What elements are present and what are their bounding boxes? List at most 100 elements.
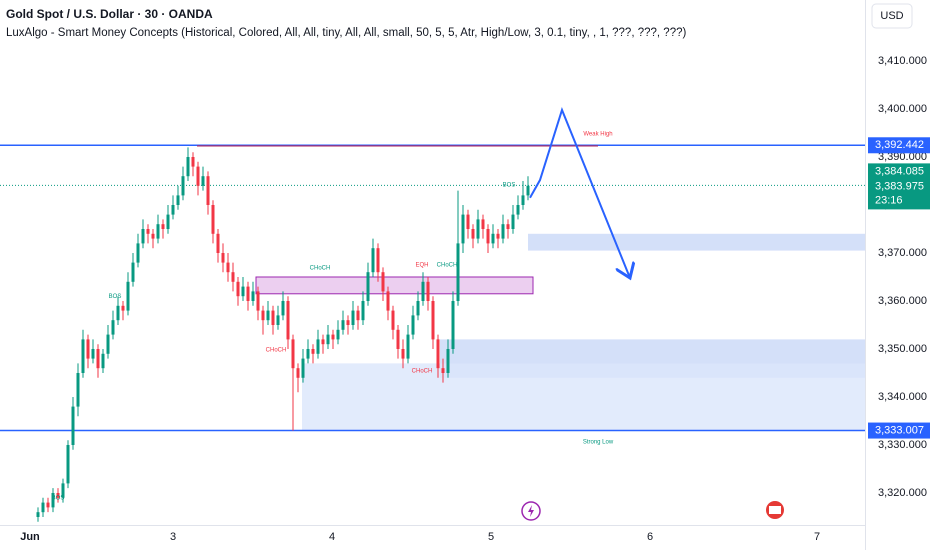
- candle-body: [396, 329, 400, 349]
- zone: [255, 276, 534, 295]
- candle-body: [436, 339, 440, 369]
- candle-body: [386, 291, 390, 311]
- event-icon-bolt: [528, 505, 534, 517]
- candle-body: [91, 348, 95, 359]
- candle-body: [346, 320, 350, 325]
- y-tick-label: 3,340.000: [878, 391, 927, 403]
- candle-body: [246, 286, 250, 301]
- currency-button[interactable]: [871, 3, 913, 29]
- candle-body: [326, 334, 330, 345]
- annotation: BOS: [109, 294, 122, 300]
- candle-body: [71, 406, 75, 445]
- annotation: BOS: [503, 182, 516, 188]
- candle-body: [391, 310, 395, 330]
- candle-body: [486, 228, 490, 244]
- candle-body: [136, 243, 140, 263]
- candle-body: [151, 233, 155, 239]
- candle-body: [51, 492, 55, 508]
- candle-body: [176, 195, 180, 205]
- candle-body: [276, 315, 280, 325]
- candle-body: [366, 272, 370, 301]
- chart-title: Gold Spot / U.S. Dollar · 30 · OANDA: [6, 7, 213, 21]
- candle-body: [206, 176, 210, 205]
- candle-body: [421, 281, 425, 301]
- y-tick-label: 3,390.000: [878, 151, 927, 163]
- annotation: Strong Low: [583, 440, 614, 446]
- annotation: CHoCH: [266, 348, 287, 354]
- candle-body: [226, 262, 230, 273]
- candle-body: [351, 310, 355, 325]
- y-tick-label: 3,370.000: [878, 247, 927, 259]
- candle-body: [251, 291, 255, 301]
- candle-body: [76, 372, 80, 407]
- candle-body: [376, 248, 380, 273]
- candle-body: [306, 348, 310, 359]
- candle-body: [36, 512, 40, 517]
- candle-body: [126, 281, 130, 311]
- zone: [528, 233, 865, 251]
- candle-body: [146, 228, 150, 234]
- annotation: CHoCH: [310, 265, 331, 271]
- candle-body: [46, 502, 50, 508]
- candle-body: [381, 272, 385, 292]
- x-tick-label: 5: [488, 531, 494, 543]
- candle-body: [416, 300, 420, 316]
- candle-body: [191, 157, 195, 167]
- candle-body: [501, 224, 505, 239]
- level-label: 3,333.007: [875, 424, 924, 436]
- candle-body: [431, 300, 435, 340]
- candle-body: [236, 281, 240, 297]
- candle-body: [106, 334, 110, 354]
- candle-body: [451, 300, 455, 349]
- candle-body: [196, 166, 200, 186]
- candle-body: [156, 224, 160, 239]
- candle-body: [336, 329, 340, 340]
- candle-body: [281, 300, 285, 316]
- candle-body: [356, 310, 360, 321]
- candle-body: [66, 444, 70, 484]
- candle-body: [101, 353, 105, 369]
- candle-body: [201, 176, 205, 186]
- candle-body: [61, 483, 65, 498]
- candle-body: [211, 204, 215, 234]
- annotation: EQH: [415, 263, 428, 269]
- candle-body: [166, 214, 170, 229]
- last-price-box: [868, 163, 930, 210]
- y-tick-label: 3,400.000: [878, 103, 927, 115]
- projection-path: [529, 107, 630, 278]
- candle-body: [506, 224, 510, 229]
- candle-body: [286, 300, 290, 340]
- candle-body: [456, 243, 460, 301]
- candle-body: [511, 214, 515, 229]
- x-tick-label: 3: [170, 531, 176, 543]
- candle-body: [96, 348, 100, 369]
- level-label: 3,392.442: [875, 139, 924, 151]
- candle-body: [481, 219, 485, 229]
- flag-icon: [769, 506, 781, 514]
- candle-body: [116, 305, 120, 321]
- candle-body: [406, 334, 410, 359]
- candle-body: [296, 368, 300, 378]
- level-label-box: [868, 422, 930, 439]
- candle-body: [341, 320, 345, 330]
- level-label-box: [868, 137, 930, 154]
- candle-body: [161, 224, 165, 229]
- candle-body: [261, 310, 265, 321]
- currency[interactable]: USD: [880, 10, 903, 22]
- x-tick-label: 6: [647, 531, 653, 543]
- candle-body: [111, 320, 115, 335]
- candle-body: [516, 204, 520, 215]
- candle-body: [446, 348, 450, 373]
- x-tick-label: 7: [814, 531, 820, 543]
- candle-body: [526, 185, 530, 196]
- zone: [302, 363, 865, 431]
- annotation: BOS: [52, 495, 65, 501]
- candle-body: [131, 262, 135, 282]
- candle-body: [141, 228, 145, 244]
- candle-body: [411, 315, 415, 335]
- y-tick-label: 3,360.000: [878, 295, 927, 307]
- candle-body: [271, 310, 275, 325]
- y-tick-label: 3,350.000: [878, 343, 927, 355]
